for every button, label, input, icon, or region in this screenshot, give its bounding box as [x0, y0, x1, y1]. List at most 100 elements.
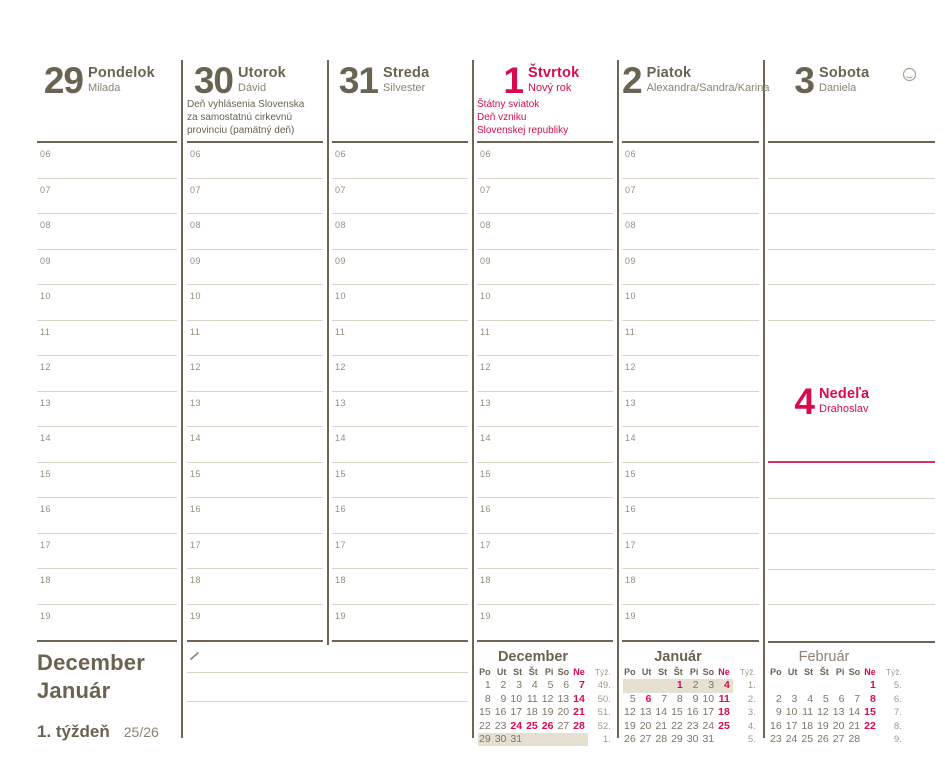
- time-slot: 14: [332, 427, 468, 463]
- minical-day-cell: 18: [801, 719, 814, 732]
- mini-calendar-title: Január: [654, 649, 702, 665]
- mini-calendar-day-header: Ut: [641, 667, 652, 677]
- hour-label: 06: [190, 149, 202, 159]
- minical-day-cell: 24: [510, 719, 523, 732]
- hour-label: 18: [625, 575, 637, 585]
- minical-day-cell: 25: [801, 732, 814, 745]
- hour-label: 11: [40, 326, 51, 337]
- mini-calendar-day-header: Ut: [496, 667, 507, 677]
- minical-day-cell: 12: [541, 692, 554, 705]
- day-header-saturday: 3 Sobota Daniela: [768, 60, 935, 143]
- day-name: Nedeľa: [819, 386, 870, 402]
- minical-day-cell: [556, 732, 573, 747]
- time-slot: 09: [477, 250, 613, 285]
- minical-day-cell: 15: [479, 706, 491, 719]
- minical-week-number: 49.: [597, 680, 611, 692]
- hour-label: 12: [480, 362, 492, 372]
- minical-day-cell: 31: [509, 732, 526, 747]
- time-slot: 11: [477, 321, 613, 356]
- time-slot: 14: [187, 427, 323, 463]
- mini-calendar-day-header: Pi: [544, 667, 554, 677]
- day-name: Štvrtok: [528, 65, 580, 81]
- mini-calendar-day-header: Po: [624, 667, 636, 677]
- day-name: Streda: [383, 65, 430, 81]
- mini-calendar-day-header: So: [557, 667, 570, 677]
- mini-calendar-day-header: Ne: [718, 667, 730, 677]
- minical-day-cell: 28: [848, 732, 861, 745]
- day-column-wednesday: 31 Streda Silvester 06 07 08 09 10 11 12 13 14 15…: [332, 60, 468, 642]
- day-number: 29: [43, 60, 84, 101]
- time-slot: 14: [622, 427, 759, 463]
- time-slot: 12: [622, 356, 759, 392]
- minical-day-cell: [540, 732, 557, 747]
- minical-day-cell: 27: [832, 732, 845, 745]
- hour-label: 18: [480, 575, 492, 585]
- time-slot: 13: [187, 392, 323, 427]
- minical-day-cell: 11: [802, 706, 814, 719]
- time-slot: [768, 570, 935, 605]
- minical-day-cell: 16: [770, 719, 782, 732]
- hour-label: 19: [40, 610, 52, 621]
- minical-day-cell: 7: [661, 692, 668, 705]
- hour-label: 13: [190, 397, 202, 408]
- minical-day-cell: [717, 733, 733, 746]
- hour-label: 16: [40, 504, 52, 514]
- day-header: 31 Streda Silvester: [332, 60, 468, 143]
- time-slot: [768, 499, 935, 534]
- day-header: 29 Pondelok Milada: [37, 60, 177, 143]
- hour-label: 09: [40, 255, 52, 266]
- minical-day-cell: 15: [671, 706, 683, 719]
- minical-day-cell: 14: [655, 706, 668, 719]
- minical-day-cell: 14: [848, 706, 861, 719]
- minical-day-cell: 8: [484, 692, 491, 705]
- minical-day-cell: [623, 679, 639, 693]
- time-slot: 17: [477, 534, 613, 569]
- mini-calendar-day-header: Pi: [689, 667, 699, 677]
- minical-week-number: 2.: [747, 693, 756, 705]
- mini-calendar-day-header: Pi: [835, 667, 845, 677]
- mini-calendar-week-header: Týž.: [885, 667, 902, 677]
- mini-calendar-grid: Po Ut St Št Pi So Ne Týž. 1 2 3 4 1. 5 6 7 8 9 10 11 2. 12 13 1…: [623, 666, 759, 746]
- hour-label: 14: [40, 433, 52, 443]
- minical-day-cell: 20: [557, 706, 570, 719]
- minical-week-number: 50.: [597, 693, 611, 705]
- mini-calendar-february: Február Po Ut St Št Pi So Ne Týž. 1 5. 2 3 4 5 6 7 8 6. 9 10…: [769, 649, 905, 746]
- day-name: Pondelok: [88, 65, 155, 81]
- hour-label: 06: [480, 149, 492, 159]
- minical-day-cell: 23: [686, 719, 699, 732]
- time-slot-grid: 06 07 08 09 10 11 12 13 14 15 16 17 18 19: [187, 143, 323, 642]
- minical-week-number: 7.: [893, 707, 902, 719]
- minical-week-number: 3.: [747, 707, 756, 719]
- minical-day-cell: 28: [573, 719, 585, 732]
- hour-label: 07: [480, 184, 492, 195]
- mini-calendar-day-header: St: [658, 667, 668, 677]
- name-day: Drahoslav: [819, 403, 869, 415]
- minical-day-cell: 4: [807, 692, 814, 705]
- time-slot: 06: [477, 143, 613, 179]
- minical-day-cell: 6: [838, 692, 845, 705]
- time-slot-grid: 06 07 08 09 10 11 12 13 14 15 16 17 18 19: [622, 143, 759, 642]
- minical-day-cell: [525, 732, 541, 747]
- minical-day-cell: 1: [670, 679, 686, 693]
- hour-label: 08: [480, 220, 492, 230]
- hour-label: 19: [335, 610, 347, 621]
- minical-week-number: 9.: [893, 733, 902, 745]
- time-slot: 12: [332, 356, 468, 392]
- time-slot: 19: [477, 605, 613, 641]
- time-slot: 19: [332, 605, 468, 641]
- name-day: Silvester: [383, 82, 426, 94]
- hour-label: 07: [335, 184, 347, 195]
- hour-label: 08: [190, 220, 202, 230]
- minical-day-cell: 11: [718, 692, 730, 705]
- hour-label: 18: [190, 575, 202, 585]
- minical-day-cell: 27: [639, 732, 652, 745]
- day-column-thursday: 1 Štvrtok Nový rok Štátny sviatok Deň vz…: [477, 60, 613, 642]
- mini-calendar-day-header: Po: [770, 667, 782, 677]
- time-slot: 16: [622, 498, 759, 534]
- column-divider: [472, 60, 474, 738]
- time-slot: 13: [622, 392, 759, 427]
- time-slot: 07: [477, 179, 613, 214]
- hour-label: 09: [480, 255, 492, 266]
- minical-day-cell: 19: [541, 706, 554, 719]
